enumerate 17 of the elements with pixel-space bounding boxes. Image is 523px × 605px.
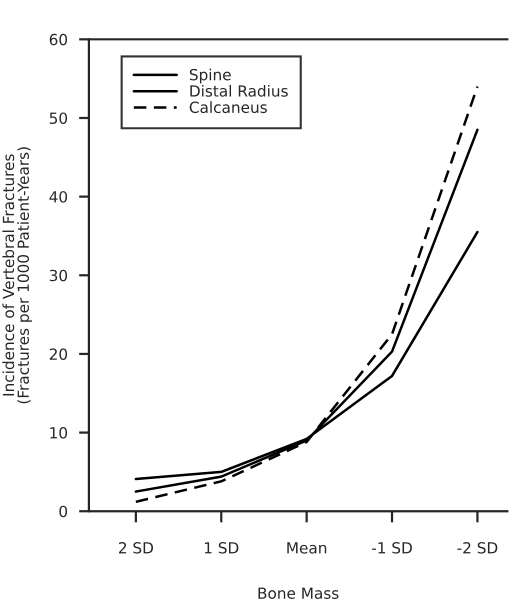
y-axis-title: Incidence of Vertebral Fractures (Fractures per 1000 Patient-Years) bbox=[2, 147, 32, 404]
y-tick-label: 40 bbox=[49, 191, 68, 203]
x-tick-label: 2 SD bbox=[118, 542, 153, 554]
x-axis-title: Bone Mass bbox=[258, 588, 338, 599]
legend-label: Distal Radius bbox=[190, 84, 288, 97]
x-tick-label: Mean bbox=[287, 542, 326, 554]
y-tick-label: 60 bbox=[50, 34, 68, 46]
y-tick-label: 30 bbox=[50, 270, 68, 282]
legend-label: Calcaneus bbox=[190, 101, 267, 114]
y-tick-label: 20 bbox=[50, 348, 68, 360]
y-tick-label: 10 bbox=[50, 427, 68, 439]
x-tick-label: -1 SD bbox=[372, 542, 412, 554]
y-tick-label: 0 bbox=[59, 506, 68, 518]
legend-label: Spine bbox=[190, 68, 231, 84]
y-tick-label: 50 bbox=[50, 112, 68, 124]
x-tick-label: -2 SD bbox=[457, 542, 498, 554]
x-tick-label: 1 SD bbox=[204, 542, 238, 554]
